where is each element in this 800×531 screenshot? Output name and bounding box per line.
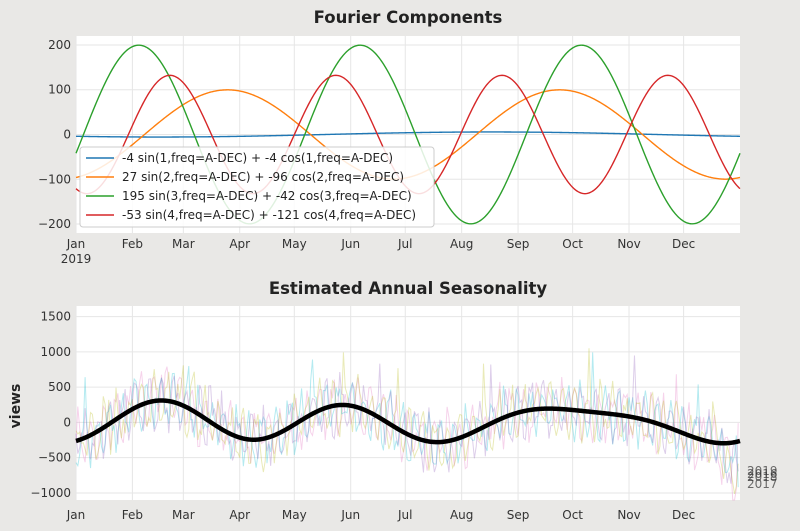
legend-box	[79, 146, 435, 228]
seasonal-estimate-line	[74, 398, 742, 446]
series-line-3	[75, 44, 741, 225]
series-line-1	[75, 131, 741, 138]
year-line-2018	[75, 352, 739, 488]
y-axis-top: −200 −100 0 100 200	[38, 38, 71, 231]
x-year-label: 2019	[61, 252, 92, 266]
x-tick-label: Feb	[122, 237, 143, 251]
y-tick-label: 0	[63, 128, 71, 142]
x-tick-label: Jul	[397, 508, 412, 522]
legend-label-4: -53 sin(4,freq=A-DEC) + -121 cos(4,freq=…	[122, 208, 416, 222]
x-tick-label: Aug	[450, 237, 473, 251]
year-label-2017: 2017	[747, 477, 778, 491]
x-tick-label: Jun	[340, 508, 360, 522]
year-label-2018: 2018	[747, 470, 778, 484]
x-tick-label: Mar	[172, 237, 195, 251]
x-tick-label: Sep	[507, 508, 530, 522]
year-label-2019: 2019	[747, 464, 778, 478]
x-axis-bottom: Jan Feb Mar Apr May Jun Jul Aug Sep Oct Nov Dec	[66, 508, 695, 522]
y-tick-label: 100	[48, 83, 71, 97]
legend-label-2: 27 sin(2,freq=A-DEC) + -96 cos(2,freq=A-…	[122, 170, 404, 184]
x-tick-label: Nov	[617, 237, 640, 251]
year-labels: 2016 2017 2018 2019	[747, 464, 778, 491]
y-axis-bottom: −1000 −500 0 500 1000 1500	[30, 310, 71, 500]
fourier-components-chart: Fourier Components −200 −100 0 100 200 Jan Fe…	[38, 8, 741, 266]
x-tick-label: May	[282, 237, 307, 251]
seasonal-estimate	[74, 398, 742, 446]
legend-entry: 195 sin(3,freq=A-DEC) + -42 cos(3,freq=A…	[86, 189, 412, 203]
y-tick-label: 0	[63, 415, 71, 429]
x-tick-label: Oct	[562, 508, 583, 522]
legend-entry: 27 sin(2,freq=A-DEC) + -96 cos(2,freq=A-…	[86, 170, 404, 184]
y-tick-label: 200	[48, 38, 71, 52]
chart-title-seasonality: Estimated Annual Seasonality	[269, 279, 548, 298]
x-tick-label: Jan	[66, 508, 86, 522]
year-line-2016	[75, 366, 739, 501]
x-tick-label: Jun	[340, 237, 360, 251]
legend-entry: -4 sin(1,freq=A-DEC) + -4 cos(1,freq=A-D…	[86, 151, 393, 165]
x-tick-label: Dec	[672, 237, 695, 251]
year-line-2019	[75, 355, 739, 484]
x-tick-label: Dec	[672, 508, 695, 522]
year-line-2017	[75, 348, 739, 495]
legend-label-3: 195 sin(3,freq=A-DEC) + -42 cos(3,freq=A…	[122, 189, 412, 203]
chart-title-fourier: Fourier Components	[314, 8, 503, 27]
x-tick-label: Aug	[450, 508, 473, 522]
seasonality-chart: Estimated Annual Seasonality −1000 −500 0 5…	[8, 279, 778, 522]
x-tick-label: Feb	[122, 508, 143, 522]
x-axis-top: Jan Feb Mar Apr May Jun Jul Aug Sep Oct Nov Dec	[66, 237, 695, 251]
legend-entry: -53 sin(4,freq=A-DEC) + -121 cos(4,freq=…	[86, 208, 416, 222]
y-axis-label: views	[8, 384, 24, 429]
grid-bottom	[75, 306, 740, 500]
x-tick-label: Sep	[507, 237, 530, 251]
legend: -4 sin(1,freq=A-DEC) + -4 cos(1,freq=A-D…	[79, 146, 435, 228]
x-tick-label: Apr	[229, 508, 250, 522]
x-tick-label: May	[282, 508, 307, 522]
x-tick-label: Mar	[172, 508, 195, 522]
y-tick-label: −1000	[30, 486, 71, 500]
yearly-series	[75, 348, 739, 501]
y-tick-label: −500	[38, 451, 71, 465]
x-tick-label: Nov	[617, 508, 640, 522]
y-tick-label: 1500	[40, 310, 71, 324]
x-tick-label: Jul	[397, 237, 412, 251]
x-tick-label: Jan	[66, 237, 86, 251]
y-tick-label: −100	[38, 172, 71, 186]
legend-label-1: -4 sin(1,freq=A-DEC) + -4 cos(1,freq=A-D…	[122, 151, 393, 165]
x-tick-label: Oct	[562, 237, 583, 251]
year-label-2016: 2016	[747, 467, 778, 481]
x-tick-label: Apr	[229, 237, 250, 251]
y-tick-label: −200	[38, 217, 71, 231]
y-tick-label: 500	[48, 380, 71, 394]
y-tick-label: 1000	[40, 345, 71, 359]
